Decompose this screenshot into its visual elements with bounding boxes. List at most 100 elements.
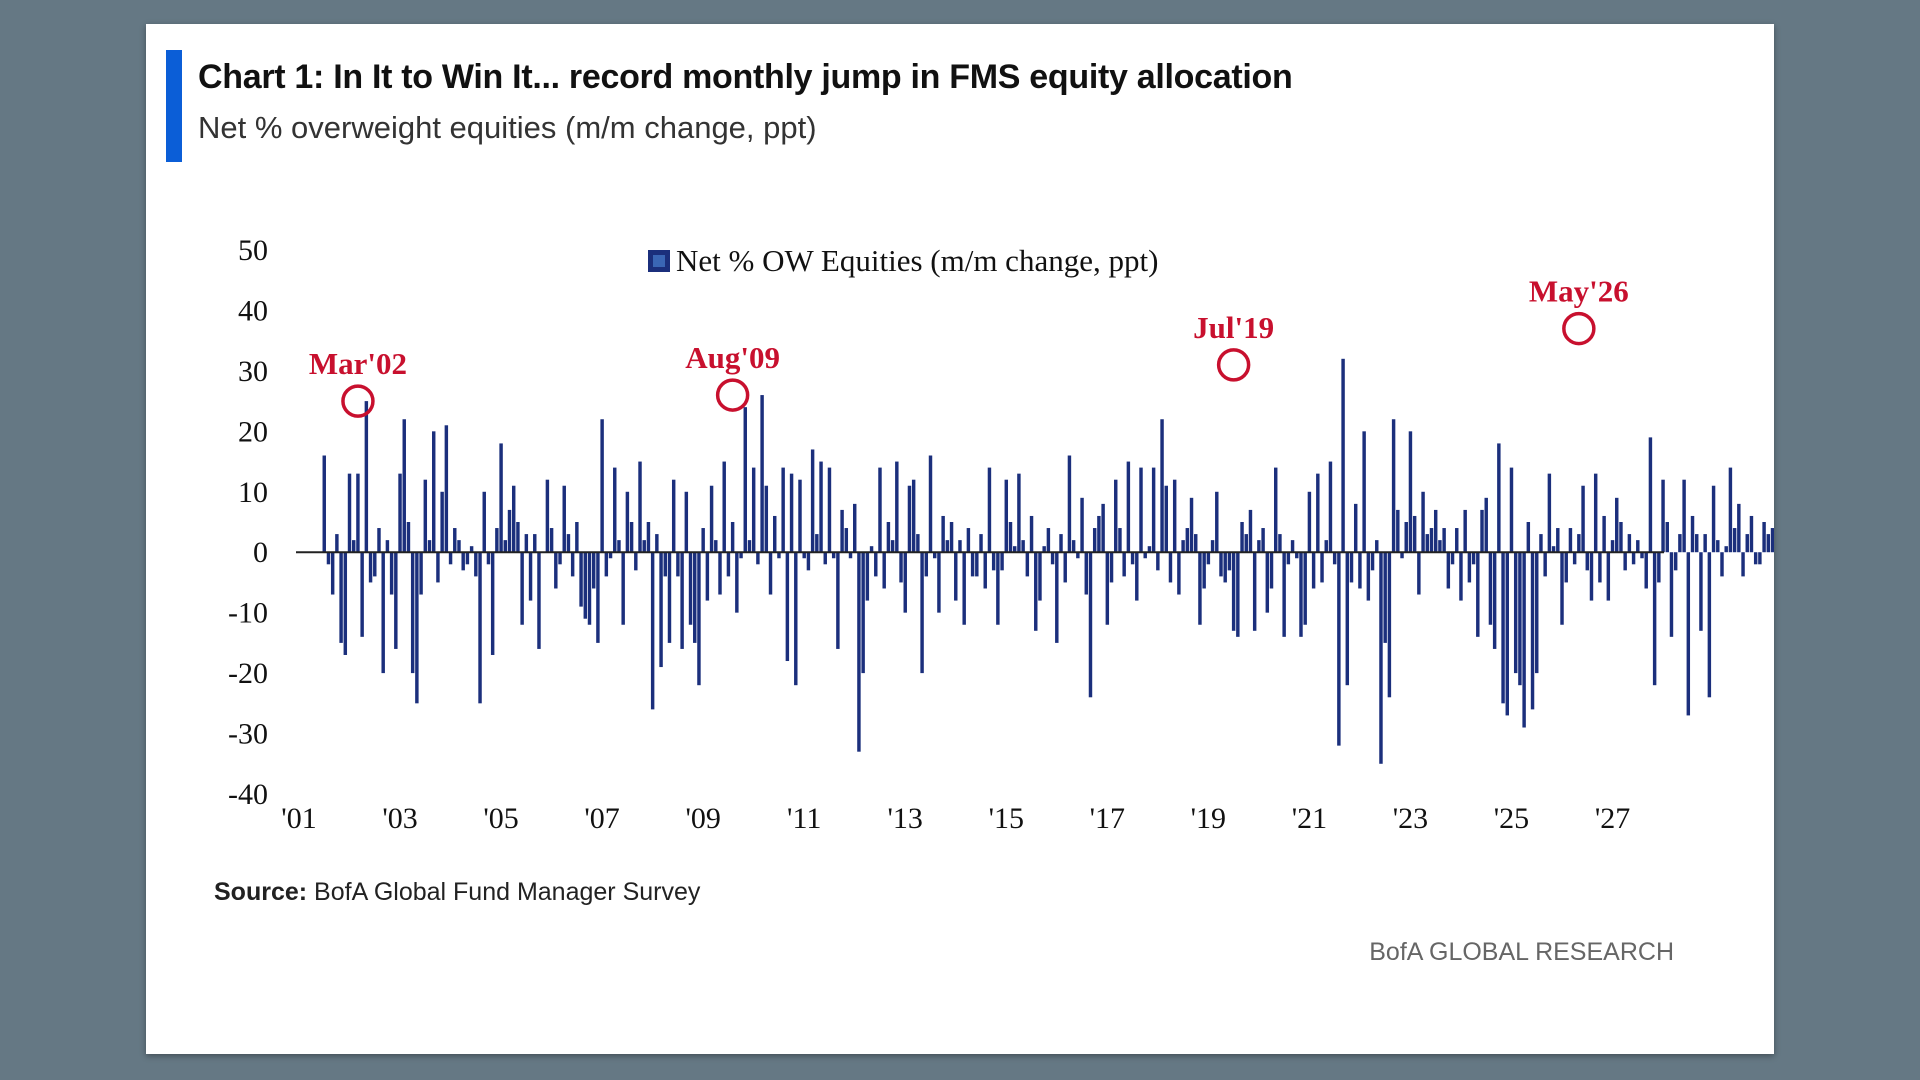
- bar: [1602, 515, 1606, 553]
- bar: [364, 401, 369, 553]
- x-tick-label: '03: [382, 802, 417, 835]
- bar: [524, 534, 529, 553]
- bar: [1484, 497, 1488, 553]
- x-tick-label: '15: [989, 802, 1024, 835]
- bar: [587, 552, 592, 625]
- y-tick-label: 0: [253, 536, 268, 569]
- bar: [634, 552, 638, 571]
- bar: [1421, 491, 1425, 553]
- bar: [739, 552, 743, 559]
- bar: [419, 552, 423, 595]
- chart-title: Chart 1: In It to Win It... record month…: [198, 58, 1293, 96]
- bar: [1387, 552, 1392, 698]
- bar: [659, 552, 663, 668]
- bar: [516, 522, 520, 553]
- bar: [1467, 552, 1472, 583]
- bar: [1560, 552, 1564, 625]
- bar: [899, 552, 903, 583]
- bar: [701, 528, 705, 553]
- bar: [764, 485, 769, 553]
- bar: [1299, 552, 1303, 637]
- bar: [756, 552, 760, 565]
- bar: [874, 552, 878, 577]
- bar: [844, 528, 849, 553]
- bar: [1227, 552, 1232, 571]
- bar: [1724, 546, 1728, 553]
- bar: [1661, 479, 1665, 553]
- bar: [1741, 552, 1745, 577]
- bar: [608, 552, 613, 559]
- bar: [1029, 515, 1034, 553]
- bar: [1749, 515, 1754, 553]
- bar: [895, 461, 899, 553]
- bar: [1038, 552, 1042, 601]
- bar: [1471, 552, 1476, 565]
- bar: [1623, 552, 1627, 571]
- bar: [1463, 509, 1467, 553]
- bar: [1345, 552, 1350, 686]
- bar: [1274, 467, 1278, 553]
- bar: [482, 491, 486, 553]
- bar: [1433, 509, 1438, 553]
- bar: [932, 552, 937, 559]
- annotation-circle: [341, 384, 375, 418]
- bar: [381, 552, 385, 674]
- bar: [368, 552, 373, 583]
- bar: [949, 522, 954, 553]
- bar: [1438, 540, 1442, 553]
- bar: [499, 443, 503, 553]
- bar: [1248, 509, 1253, 553]
- bar: [1156, 552, 1160, 571]
- bar: [684, 491, 689, 553]
- bar: [907, 485, 912, 553]
- bar: [558, 552, 562, 565]
- bar: [735, 552, 739, 613]
- bar: [1210, 540, 1215, 553]
- bar: [1261, 528, 1265, 553]
- bar: [1055, 552, 1059, 643]
- bar: [676, 552, 680, 577]
- bar: [343, 552, 348, 655]
- bar: [604, 552, 609, 577]
- bar: [549, 528, 554, 553]
- bar: [1551, 546, 1556, 553]
- y-tick-label: 30: [238, 355, 268, 388]
- bar: [996, 552, 1000, 625]
- bar: [600, 419, 604, 553]
- bar: [1303, 552, 1307, 625]
- bar: [339, 552, 343, 643]
- bar: [347, 473, 352, 553]
- bar: [1353, 503, 1358, 553]
- bar: [1080, 497, 1084, 553]
- bar: [545, 479, 550, 553]
- bar: [621, 552, 625, 625]
- bar: [688, 552, 693, 625]
- bar: [1513, 552, 1518, 674]
- bar: [1194, 534, 1198, 553]
- bar: [1004, 479, 1009, 553]
- bar: [1619, 522, 1623, 553]
- bar: [448, 552, 453, 565]
- bar: [511, 485, 516, 553]
- bar: [1105, 552, 1110, 625]
- bar: [410, 552, 415, 674]
- bar: [1396, 509, 1400, 553]
- bar: [1497, 443, 1501, 553]
- annotations: Mar'02 Aug'09 Jul'19 May'26: [309, 274, 1629, 418]
- bar: [827, 467, 832, 553]
- brand-footer: BofA GLOBAL RESEARCH: [1369, 938, 1674, 966]
- bar: [596, 552, 600, 643]
- source-label: Source:: [214, 878, 308, 906]
- bar: [1589, 552, 1594, 601]
- bar: [520, 552, 524, 625]
- bar: [1606, 552, 1611, 601]
- chart-card: Chart 1: In It to Win It... record month…: [146, 24, 1774, 1054]
- bar: [1455, 528, 1459, 553]
- bar: [1172, 479, 1177, 553]
- bar: [1126, 461, 1131, 553]
- bar: [1206, 552, 1211, 565]
- legend-swatch-inner: [653, 255, 665, 267]
- bar: [941, 515, 945, 553]
- bar-series: [322, 358, 1774, 764]
- bar: [1379, 552, 1383, 764]
